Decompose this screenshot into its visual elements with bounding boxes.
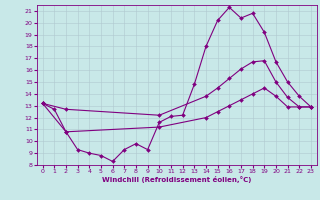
X-axis label: Windchill (Refroidissement éolien,°C): Windchill (Refroidissement éolien,°C): [102, 176, 252, 183]
